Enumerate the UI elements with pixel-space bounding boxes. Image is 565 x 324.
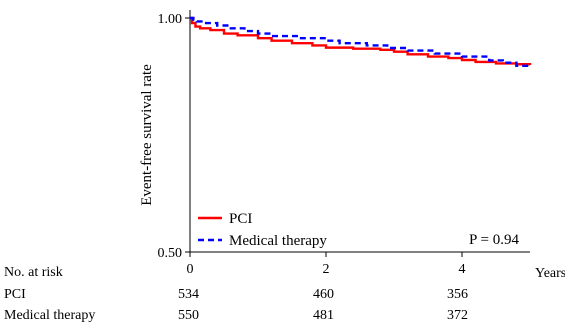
- pci-survival-curve: [190, 16, 532, 66]
- risk-table-header: No. at risk: [4, 265, 63, 280]
- risk-count: 534: [178, 287, 199, 302]
- legend-label-1: Medical therapy: [229, 233, 327, 249]
- legend-label-0: PCI: [229, 211, 252, 227]
- risk-row-label: Medical therapy: [4, 308, 96, 323]
- risk-count: 356: [447, 287, 468, 302]
- x-tick-label-0: 0: [187, 262, 194, 277]
- risk-count: 460: [313, 287, 334, 302]
- p-value-annotation: P = 0.94: [469, 232, 519, 248]
- x-axis-label: Years: [535, 266, 565, 281]
- risk-row-label: PCI: [4, 287, 26, 302]
- y-tick-label-0: 0.50: [158, 246, 183, 261]
- y-axis-label: Event-free survival rate: [139, 64, 155, 206]
- risk-count: 481: [313, 308, 334, 323]
- y-tick-label-1: 1.00: [158, 12, 183, 27]
- risk-count: 372: [447, 308, 468, 323]
- x-tick-label-1: 2: [323, 262, 330, 277]
- x-tick-label-2: 4: [459, 262, 466, 277]
- risk-count: 550: [178, 308, 199, 323]
- medical-therapy-survival-curve: [190, 16, 532, 68]
